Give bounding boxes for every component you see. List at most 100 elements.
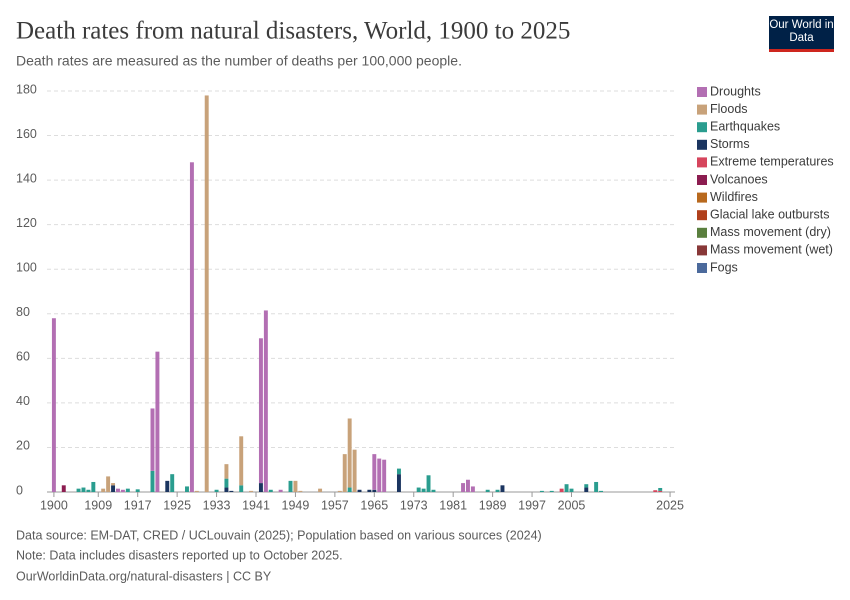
bar-segment [81,487,86,492]
x-tick-label: 1925 [163,498,191,512]
legend-swatch [697,263,707,273]
bar-segment [194,490,199,492]
bar-segment [116,488,120,492]
bar-segment [125,488,130,492]
bar-segment [421,488,426,492]
bar-segment [367,489,372,492]
bar-segment [229,490,234,492]
legend-label: Droughts [710,84,761,98]
x-tick-label: 1917 [124,498,152,512]
bar-segment [658,487,663,491]
bar-segment [263,310,268,492]
bar-segment [347,487,352,492]
bar-segment [258,483,263,492]
bar-segment [224,487,229,492]
bar-segment [396,474,401,492]
logo-text: Our World in Data [769,19,834,44]
bar-segment [594,481,599,492]
bar-segment [258,338,263,484]
legend-swatch [697,245,707,256]
y-tick-label: 20 [16,439,30,453]
bar-segment [569,488,574,492]
bar-segment [599,490,604,492]
legend-swatch [697,87,707,97]
bar-segment [658,490,663,492]
x-tick-label: 1997 [518,498,546,512]
chart-title: Death rates from natural disasters, Worl… [16,18,570,45]
legend-label: Floods [710,102,748,116]
bar-segment [352,449,357,492]
legend-label: Mass movement (wet) [710,243,833,257]
bar-segment [239,485,244,492]
bar-segment [584,484,589,488]
logo: Our World in Data [769,19,834,44]
y-tick-label: 80 [16,305,30,319]
bar-segment [470,486,475,492]
legend-swatch [697,192,707,203]
legend-label: Volcanoes [710,172,768,186]
legend-swatch [697,139,707,150]
bar-segment [165,480,170,492]
bar-segment [170,474,175,492]
bar-segment [91,481,96,492]
bar-segment [185,486,189,492]
legend-swatch [697,104,707,115]
y-tick-label: 120 [16,216,37,230]
bar-segment [584,487,589,492]
x-tick-label: 1900 [40,498,68,512]
bar-segment [382,459,387,492]
bar-segment [539,490,544,492]
x-tick-label: 1957 [321,498,349,512]
bar-segment [214,489,219,492]
bar-segment [150,470,155,492]
bar-segment [461,483,466,492]
y-tick-label: 100 [16,261,37,275]
legend-swatch [697,122,707,133]
x-tick-label: 2005 [558,498,586,512]
bar-segment [268,489,273,492]
bar-segment [293,480,298,492]
legend-label: Glacial lake outbursts [710,207,830,221]
legend-label: Earthquakes [710,119,780,133]
bar-segment [150,408,155,471]
footer: OurWorldinData.org/natural-disasters | C… [16,569,272,583]
bar-segment [416,487,421,492]
legend-swatch [697,157,707,168]
bar-segment [372,454,377,490]
bar-segment [224,478,229,488]
bar-segment [135,489,140,492]
legend-label: Storms [710,137,750,151]
bar-segment [249,490,254,492]
y-tick-label: 180 [16,82,37,96]
bar-segment [564,484,569,492]
y-tick-label: 40 [16,394,30,408]
x-tick-label: 1949 [282,498,310,512]
bar-segment [653,490,658,492]
legend-swatch [697,210,707,221]
y-tick-label: 60 [16,350,30,364]
bar-segment [51,318,56,492]
bar-segment [61,485,66,492]
bar-segment [549,490,554,492]
bar-segment [465,479,470,492]
bar-segment [189,162,194,493]
bar-segment [357,489,362,492]
bar-segment [396,468,401,475]
bar-segment [559,488,564,492]
legend-label: Wildfires [710,190,758,204]
x-tick-label: 2025 [656,498,684,512]
bar-segment [337,490,342,492]
bar-segment [342,454,347,492]
x-tick-label: 1933 [203,498,231,512]
bar-segment [111,483,116,486]
bar-segment [318,488,323,492]
bar-segment [120,489,125,492]
bar-segment [76,488,81,492]
x-tick-label: 1989 [479,498,507,512]
bar-segment [155,351,160,492]
logo-box[interactable] [769,16,834,52]
bar-segment [500,485,505,492]
x-tick-label: 1981 [439,498,467,512]
bar-segment [372,489,377,492]
x-tick-label: 1941 [242,498,270,512]
